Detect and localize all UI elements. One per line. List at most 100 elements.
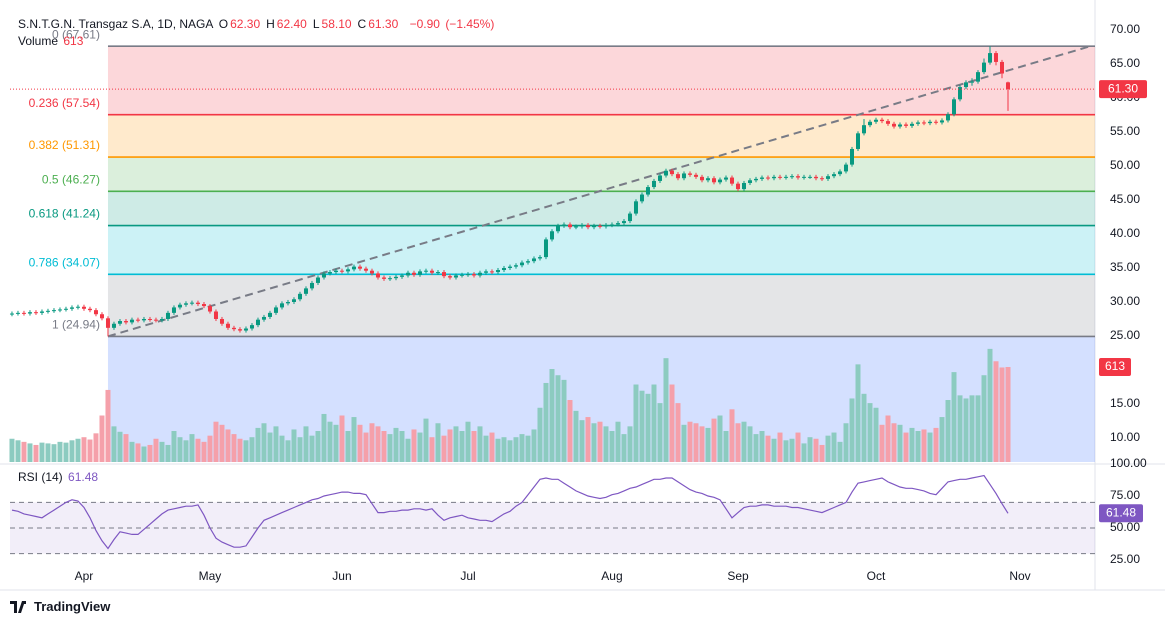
rsi-line [11, 474, 1009, 550]
volume-bar [729, 409, 735, 462]
rsi-title: RSI (14) [18, 470, 63, 484]
volume-bar [219, 424, 225, 462]
volume-bar [417, 432, 423, 462]
volume-bar [15, 440, 21, 462]
volume-bar [171, 431, 177, 462]
volume-bar [375, 426, 381, 462]
volume-bar [369, 423, 375, 462]
candle-body [435, 272, 440, 274]
volume-bar [123, 434, 129, 462]
volume-bar [255, 427, 261, 462]
candle-body [33, 312, 38, 314]
candle-body [357, 266, 362, 269]
volume-bar [225, 429, 231, 462]
candle-body [741, 182, 746, 190]
volume-bar [747, 426, 753, 462]
candle-body [669, 170, 674, 175]
ohlc-key: O [218, 17, 229, 31]
volume-bar [615, 421, 621, 462]
candle-body [321, 273, 326, 278]
legend-main: S.N.T.G.N. Transgaz S.A, 1D, NAGA O 62.30… [18, 17, 496, 31]
candle-body [297, 293, 302, 300]
volume-bar [333, 424, 339, 462]
volume-bar [117, 431, 123, 462]
volume-bar [975, 395, 981, 462]
volume-bar [525, 435, 531, 462]
y-tick-label: 40.00 [1110, 226, 1140, 240]
volume-bar [495, 438, 501, 462]
candle-body [477, 272, 482, 276]
candle-body [945, 114, 950, 121]
volume-bar [285, 440, 291, 462]
candle-body [183, 303, 188, 305]
volume-bar [735, 423, 741, 462]
candle-body [105, 318, 110, 328]
volume-bar [807, 437, 813, 462]
fib-label: 0.786 (34.07) [29, 255, 100, 269]
candle-body [627, 213, 632, 222]
candle-body [615, 223, 620, 225]
candle-body [291, 299, 296, 302]
volume-bar [921, 429, 927, 462]
volume-bar [1005, 367, 1011, 462]
volume-bar [321, 413, 327, 462]
volume-bar [147, 444, 153, 462]
volume-bar [513, 437, 519, 462]
candle-body [879, 119, 884, 122]
candle-body [45, 310, 50, 312]
y-tick-label: 30.00 [1110, 294, 1140, 308]
volume-bar [243, 440, 249, 462]
candle-body [279, 303, 284, 308]
candle-body [999, 61, 1004, 74]
fib-label: 0 (67.61) [52, 27, 100, 41]
candle-body [171, 307, 176, 313]
candle-body [795, 176, 800, 178]
volume-bar [129, 441, 135, 462]
volume-bar [501, 437, 507, 462]
candle-body [903, 124, 908, 126]
volume-bar [63, 442, 69, 462]
candle-body [141, 318, 146, 321]
volume-bar [867, 403, 873, 462]
volume-bar [987, 348, 993, 462]
candle-body [819, 178, 824, 180]
ohlc-value: 58.10 [321, 17, 352, 31]
candle-body [531, 258, 536, 262]
volume-bar [291, 429, 297, 462]
volume-bar [399, 431, 405, 462]
candle-body [645, 187, 650, 195]
volume-bar [915, 431, 921, 462]
volume-bar [381, 431, 387, 462]
candle-body [759, 177, 764, 179]
y-tick-label: 65.00 [1110, 56, 1140, 70]
volume-bar [411, 429, 417, 462]
candle-body [189, 302, 194, 304]
fib-label: 0.382 (51.31) [29, 138, 100, 152]
brand: TradingView [10, 599, 110, 614]
volume-bar [603, 426, 609, 462]
candle-body [621, 221, 626, 224]
candle-body [765, 177, 770, 179]
volume-bar [231, 434, 237, 462]
candle-body [381, 277, 386, 279]
volume-bar [141, 446, 147, 462]
volume-bar [561, 379, 567, 462]
candle-body [897, 124, 902, 127]
ohlc-key: H [266, 17, 275, 31]
x-tick-label: Nov [1009, 569, 1030, 583]
candle-body [387, 278, 392, 280]
candle-body [777, 176, 782, 178]
volume-title: Volume [18, 34, 59, 48]
candle-body [93, 310, 98, 315]
candle-body [57, 309, 62, 311]
volume-bar [51, 444, 57, 462]
candle-body [651, 180, 656, 188]
volume-bar [435, 423, 441, 462]
candle-body [825, 176, 830, 179]
candle-body [489, 271, 494, 273]
candle-body [831, 174, 836, 177]
candle-body [525, 261, 530, 263]
candle-body [555, 225, 560, 232]
candle-body [789, 176, 794, 178]
